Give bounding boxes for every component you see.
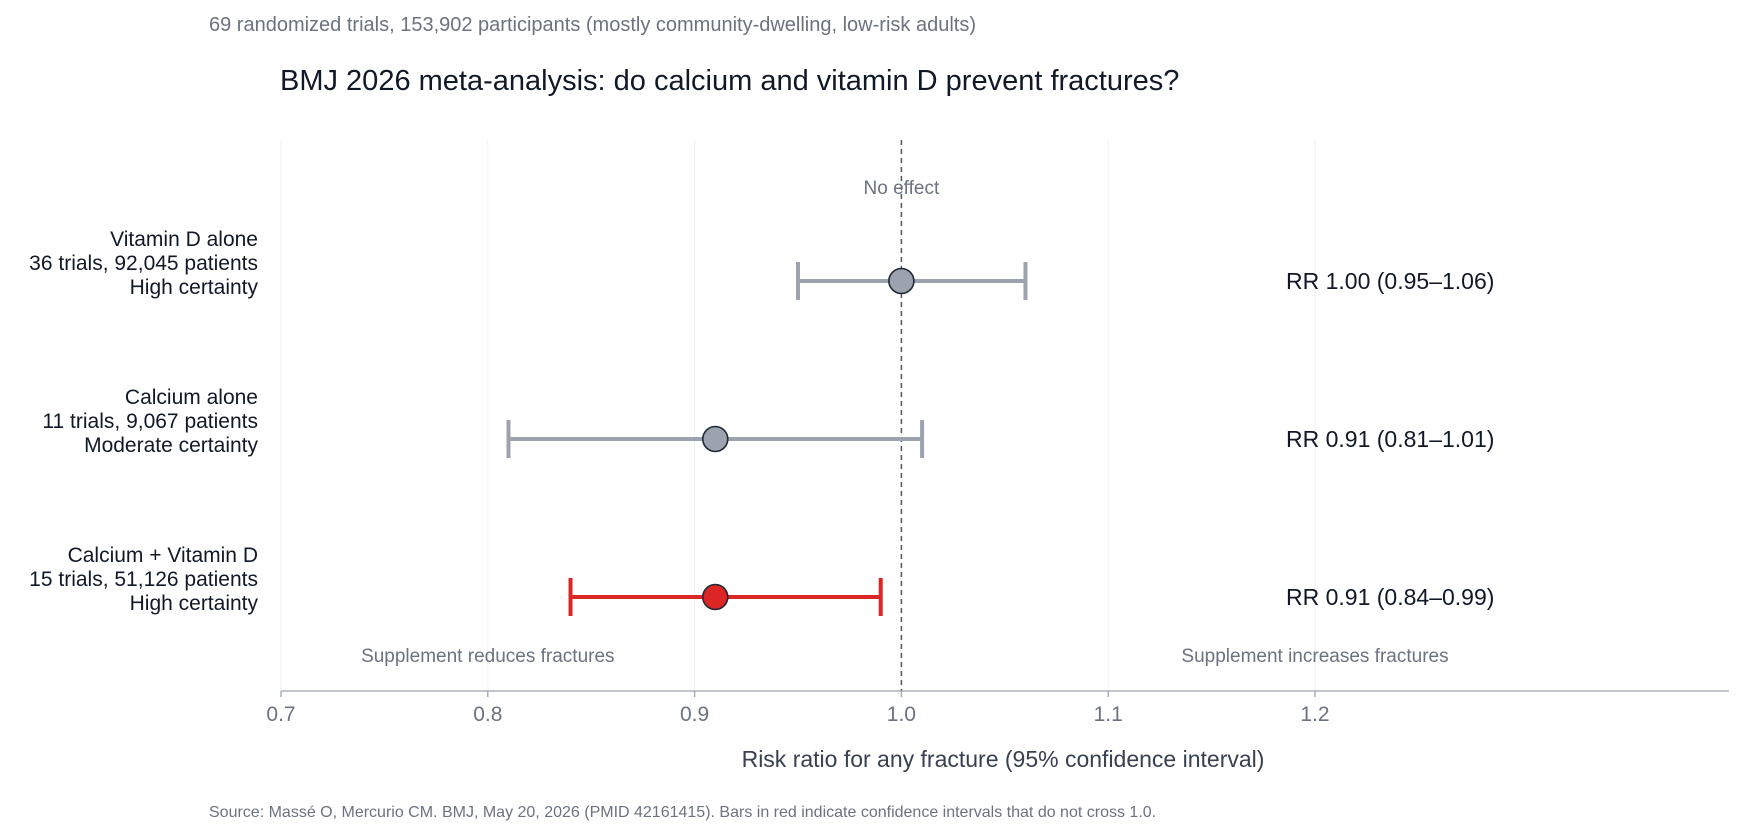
row-label-line: Calcium + Vitamin D bbox=[68, 544, 258, 567]
row-label-line: Calcium alone bbox=[125, 386, 258, 409]
reduces-label: Supplement reduces fractures bbox=[361, 646, 614, 667]
chart-title: BMJ 2026 meta-analysis: do calcium and v… bbox=[280, 65, 1179, 97]
rr-stat-label: RR 0.91 (0.84–0.99) bbox=[1286, 584, 1494, 610]
row-label-line: High certainty bbox=[130, 592, 259, 615]
x-tick-label: 0.7 bbox=[266, 703, 295, 726]
chart-subtitle: 69 randomized trials, 153,902 participan… bbox=[209, 14, 976, 36]
point-estimate bbox=[701, 583, 729, 611]
rr-stat-label: RR 1.00 (0.95–1.06) bbox=[1286, 268, 1494, 294]
x-axis: 0.7 0.8 0.9 1.0 1.1 1.2 bbox=[266, 690, 1729, 726]
increases-label: Supplement increases fractures bbox=[1181, 646, 1448, 667]
x-tick-label: 1.0 bbox=[887, 703, 916, 726]
x-tick-label: 1.1 bbox=[1094, 703, 1123, 726]
x-tick-label: 1.2 bbox=[1300, 703, 1329, 726]
row-label-line: 11 trials, 9,067 patients bbox=[42, 410, 258, 433]
reference-line-group: No effect bbox=[864, 140, 940, 691]
row-label-line: High certainty bbox=[130, 276, 259, 299]
reference-line-label: No effect bbox=[864, 178, 940, 199]
row-label-line: Vitamin D alone bbox=[110, 228, 258, 251]
row-label-line: Moderate certainty bbox=[84, 434, 258, 457]
point-estimate bbox=[701, 425, 729, 453]
rr-stat-label: RR 0.91 (0.81–1.01) bbox=[1286, 426, 1494, 452]
x-axis-title: Risk ratio for any fracture (95% confide… bbox=[742, 746, 1265, 772]
point-estimate bbox=[888, 267, 915, 295]
x-tick-label: 0.9 bbox=[680, 703, 709, 726]
source-note: Source: Massé O, Mercurio CM. BMJ, May 2… bbox=[209, 804, 1156, 821]
forest-row: Calcium + Vitamin D15 trials, 51,126 pat… bbox=[29, 544, 1494, 616]
row-label-line: 36 trials, 92,045 patients bbox=[29, 252, 258, 275]
row-label-line: 15 trials, 51,126 patients bbox=[29, 568, 258, 591]
grid-lines bbox=[280, 140, 1316, 691]
x-tick-label: 0.8 bbox=[473, 703, 502, 726]
